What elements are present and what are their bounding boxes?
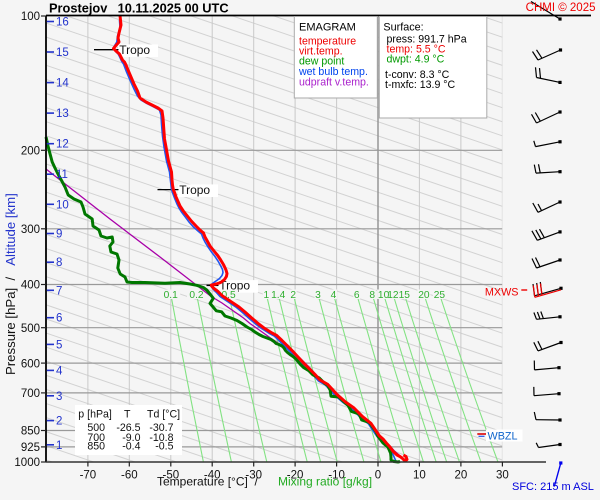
svg-text:9: 9 bbox=[56, 229, 62, 241]
svg-text:Td [°C]: Td [°C] bbox=[147, 408, 180, 420]
svg-text:5: 5 bbox=[56, 339, 62, 351]
svg-text:20: 20 bbox=[418, 290, 430, 301]
svg-text:100: 100 bbox=[21, 11, 40, 23]
svg-text:-40: -40 bbox=[204, 470, 221, 482]
svg-text:3: 3 bbox=[315, 290, 321, 301]
svg-text:10: 10 bbox=[378, 290, 390, 301]
svg-text:0: 0 bbox=[375, 470, 381, 482]
svg-text:600: 600 bbox=[21, 358, 40, 370]
svg-text:T: T bbox=[124, 408, 131, 420]
svg-text:dew point: dew point bbox=[299, 56, 344, 68]
svg-text:-26.5: -26.5 bbox=[116, 422, 140, 434]
svg-text:850: 850 bbox=[21, 426, 40, 438]
svg-text:dwpt: 4.9 °C: dwpt: 4.9 °C bbox=[387, 54, 445, 66]
svg-text:4: 4 bbox=[56, 365, 63, 377]
svg-text:16: 16 bbox=[56, 17, 69, 29]
svg-text:12: 12 bbox=[387, 290, 399, 301]
svg-text:-9.0: -9.0 bbox=[122, 432, 140, 444]
svg-text:4: 4 bbox=[331, 290, 337, 301]
svg-text:0.1: 0.1 bbox=[164, 290, 178, 301]
svg-text:10: 10 bbox=[413, 470, 426, 482]
svg-text:700: 700 bbox=[87, 432, 105, 444]
svg-text:0.2: 0.2 bbox=[189, 290, 203, 301]
svg-text:1000: 1000 bbox=[14, 457, 40, 469]
svg-text:-0.5: -0.5 bbox=[155, 441, 173, 453]
svg-text:SFC: 215 m ASL: SFC: 215 m ASL bbox=[512, 481, 594, 493]
svg-text:temp: 5.5 °C: temp: 5.5 °C bbox=[387, 44, 446, 56]
svg-text:6: 6 bbox=[354, 290, 360, 301]
svg-text:Temperature [°C] /: Temperature [°C] / bbox=[157, 475, 259, 489]
svg-text:virt.temp.: virt.temp. bbox=[299, 46, 343, 58]
svg-text:Tropo: Tropo bbox=[119, 43, 150, 57]
svg-text:-10: -10 bbox=[328, 470, 345, 482]
svg-text:-30.7: -30.7 bbox=[149, 422, 173, 434]
svg-text:t-conv: 8.3 °C: t-conv: 8.3 °C bbox=[385, 69, 450, 81]
svg-text:0.5: 0.5 bbox=[222, 290, 236, 301]
svg-text:WBZL: WBZL bbox=[488, 431, 518, 443]
svg-text:p [hPa]: p [hPa] bbox=[78, 408, 112, 420]
svg-text:MXWS: MXWS bbox=[485, 287, 519, 299]
svg-text:6: 6 bbox=[56, 313, 62, 325]
svg-text:8: 8 bbox=[56, 257, 62, 269]
svg-text:10.11.2025 00 UTC: 10.11.2025 00 UTC bbox=[118, 1, 229, 16]
svg-text:300: 300 bbox=[21, 224, 40, 236]
svg-text:500: 500 bbox=[21, 323, 40, 335]
svg-text:1: 1 bbox=[263, 290, 269, 301]
svg-text:15: 15 bbox=[399, 290, 411, 301]
svg-text:10: 10 bbox=[56, 199, 69, 211]
svg-text:Pressure [hPa] / Altitude [: Pressure [hPa] / Altitude [km] bbox=[3, 193, 18, 375]
svg-text:20: 20 bbox=[455, 470, 468, 482]
svg-text:15: 15 bbox=[56, 47, 69, 59]
svg-text:25: 25 bbox=[434, 290, 446, 301]
svg-text:-0.4: -0.4 bbox=[122, 441, 140, 453]
svg-text:Surface:: Surface: bbox=[383, 22, 423, 34]
svg-text:-10.8: -10.8 bbox=[149, 432, 173, 444]
svg-text:-70: -70 bbox=[80, 470, 97, 482]
svg-text:CHMI © 2025: CHMI © 2025 bbox=[526, 2, 596, 14]
svg-text:12: 12 bbox=[56, 139, 69, 151]
svg-text:11: 11 bbox=[56, 169, 68, 181]
svg-text:Tropo: Tropo bbox=[179, 183, 210, 197]
svg-text:2: 2 bbox=[290, 290, 296, 301]
svg-text:200: 200 bbox=[21, 146, 40, 158]
svg-text:Mixing ratio [g/kg]: Mixing ratio [g/kg] bbox=[278, 475, 372, 489]
svg-text:EMAGRAM: EMAGRAM bbox=[299, 22, 356, 34]
svg-text:t-mxfc: 13.9 °C: t-mxfc: 13.9 °C bbox=[385, 79, 456, 91]
svg-text:8: 8 bbox=[369, 290, 375, 301]
svg-text:Prostejov: Prostejov bbox=[49, 1, 108, 16]
svg-text:Tropo: Tropo bbox=[219, 279, 250, 293]
svg-text:14: 14 bbox=[56, 78, 69, 90]
svg-text:press: 991.7 hPa: press: 991.7 hPa bbox=[387, 33, 467, 45]
svg-text:700: 700 bbox=[21, 388, 40, 400]
svg-text:30: 30 bbox=[496, 470, 509, 482]
svg-text:udpraft v.temp.: udpraft v.temp. bbox=[299, 76, 369, 88]
svg-text:925: 925 bbox=[21, 442, 40, 454]
svg-text:-50: -50 bbox=[162, 470, 179, 482]
svg-text:3: 3 bbox=[56, 391, 62, 403]
svg-text:2: 2 bbox=[56, 416, 62, 428]
svg-text:wet bulb temp.: wet bulb temp. bbox=[298, 66, 368, 78]
svg-text:1.4: 1.4 bbox=[271, 290, 285, 301]
svg-text:1: 1 bbox=[56, 440, 62, 452]
svg-text:-60: -60 bbox=[121, 470, 138, 482]
svg-text:13: 13 bbox=[56, 108, 69, 120]
svg-text:7: 7 bbox=[56, 285, 62, 297]
svg-text:500: 500 bbox=[87, 422, 105, 434]
svg-text:-30: -30 bbox=[245, 470, 262, 482]
svg-text:850: 850 bbox=[87, 441, 105, 453]
svg-text:-20: -20 bbox=[287, 470, 304, 482]
svg-text:temperature: temperature bbox=[299, 36, 356, 48]
svg-text:400: 400 bbox=[21, 280, 40, 292]
